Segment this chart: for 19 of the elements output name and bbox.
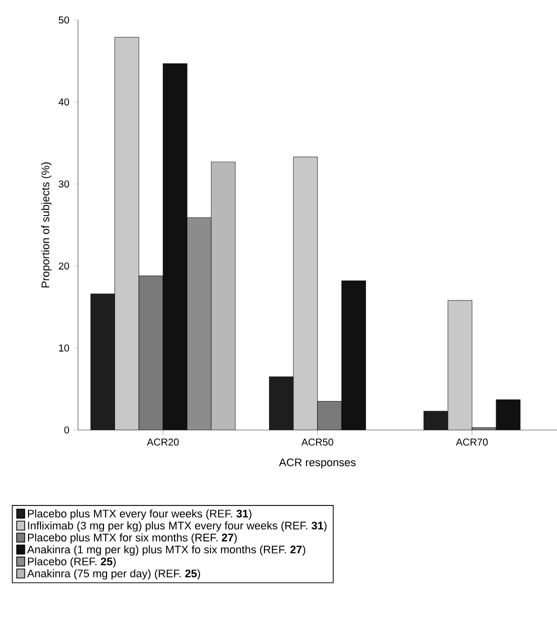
legend-label: Placebo plus MTX for six months (REF. 27) — [28, 533, 237, 544]
x-axis-title: ACR responses — [278, 458, 356, 468]
legend-label: Anakinra (1 mg per kg) plus MTX fo six months (REF. 27) — [27, 545, 306, 556]
x-tick-label: ACR50 — [301, 438, 334, 446]
legend-label: Placebo (REF. 25) — [28, 557, 116, 568]
y-tick-label: 20 — [58, 262, 69, 270]
bar — [114, 37, 139, 430]
y-tick-label: 50 — [58, 16, 69, 24]
y-axis-title: Proportion of subjects (%) — [41, 162, 52, 288]
legend-label: Anakinra (75 mg per day) (REF. 25) — [27, 569, 200, 580]
y-tick-label: 40 — [58, 98, 69, 106]
y-tick-label: 0 — [64, 426, 69, 434]
legend-label: Infliximab (3 mg per kg) plus MTX every four weeks (REF. 31) — [28, 521, 326, 532]
bar — [448, 300, 472, 430]
x-tick-label: ACR70 — [456, 438, 488, 446]
y-tick-label: 30 — [58, 180, 69, 188]
legend-label: Placebo plus MTX every four weeks (REF. 31) — [28, 509, 252, 520]
x-tick-label: ACR20 — [146, 438, 179, 446]
y-tick-label: 10 — [59, 344, 69, 352]
